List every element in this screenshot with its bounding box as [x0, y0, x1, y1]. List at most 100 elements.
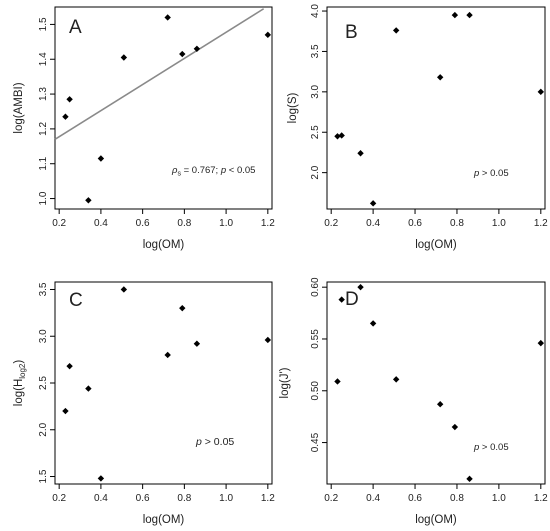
x-tick-label-c: 0.4: [94, 493, 108, 504]
data-point-d: [451, 423, 459, 431]
x-axis-label-d: log(OM): [415, 514, 457, 526]
x-axis-label-a: log(OM): [143, 239, 185, 251]
x-tick-label-b: 0.6: [408, 218, 422, 229]
p-symbol-a: p: [220, 165, 226, 176]
x-tick-label-b: 1.2: [534, 218, 548, 229]
y-axis-label-sub-c: log2: [18, 363, 27, 379]
data-point-b: [369, 200, 377, 207]
y-axis-label-c: log(Hlog2): [13, 360, 27, 407]
x-tick-label-d: 0.4: [366, 493, 380, 504]
x-axis-label-c: log(OM): [143, 514, 185, 526]
data-point-d: [436, 401, 444, 408]
data-point-b: [466, 11, 473, 19]
panel-letter-b: B: [345, 22, 358, 43]
y-tick-label-b: 2.0: [310, 165, 321, 179]
x-tick-label-a: 1.2: [261, 218, 275, 229]
data-point-a: [66, 96, 73, 103]
panel-letter-c: C: [69, 290, 83, 311]
plot-frame-a: [54, 6, 273, 210]
panel-d: 0.2 0.4 0.6 0.8 1.0 1.2 0.45 0.50 0.55 0.60 log(OM…: [279, 277, 548, 526]
data-point-b: [334, 133, 341, 140]
data-point-c: [179, 304, 186, 312]
data-point-d: [466, 475, 473, 483]
p-value-c: > 0.05: [202, 436, 235, 448]
x-tick-label-d: 0.8: [450, 493, 464, 504]
x-tick-label-a: 0.6: [136, 218, 150, 229]
data-point-d: [357, 283, 364, 291]
plot-frame-c: [54, 281, 273, 485]
y-tick-label-a: 1.0: [38, 191, 49, 205]
data-point-a: [164, 14, 171, 21]
panel-letter-a: A: [69, 17, 82, 38]
data-point-b: [338, 132, 345, 139]
y-tick-label-c: 2.5: [38, 376, 49, 390]
y-tick-label-b: 3.5: [310, 44, 321, 58]
data-point-a: [85, 197, 92, 204]
annotation-c: p > 0.05: [195, 436, 234, 448]
x-axis-label-b: log(OM): [415, 239, 457, 251]
data-point-c: [164, 351, 171, 359]
data-point-a: [62, 113, 69, 120]
x-tick-label-b: 0.2: [324, 218, 338, 229]
y-tick-label-c: 1.5: [38, 469, 49, 483]
y-axis-label-a: log(AMBI): [13, 82, 25, 133]
y-tick-label-a: 1.1: [38, 156, 49, 170]
x-tick-label-a: 0.4: [94, 218, 108, 229]
y-axis-label-d: log(J'): [279, 367, 291, 398]
y-tick-label-d: 0.50: [310, 381, 321, 401]
rho-value-a: = 0.767;: [181, 165, 221, 176]
data-point-c: [97, 475, 105, 482]
data-point-c: [66, 362, 73, 370]
x-tick-label-a: 0.8: [177, 218, 191, 229]
plot-frame-d: [326, 281, 546, 485]
x-tick-label-c: 1.2: [261, 493, 275, 504]
x-tick-label-d: 1.0: [492, 493, 506, 504]
x-tick-label-c: 0.8: [177, 493, 191, 504]
x-tick-label-c: 1.0: [219, 493, 233, 504]
y-tick-label-c: 3.5: [38, 282, 49, 296]
data-point-c: [85, 385, 92, 392]
x-tick-label-b: 1.0: [492, 218, 506, 229]
x-tick-label-a: 0.2: [52, 218, 66, 229]
p-symbol-c: p: [195, 436, 202, 448]
x-tick-label-b: 0.8: [450, 218, 464, 229]
data-point-d: [338, 296, 345, 303]
annotation-a: ρs = 0.767; p < 0.05: [171, 165, 255, 178]
y-tick-label-c: 3.0: [38, 329, 49, 343]
data-point-b: [537, 88, 545, 96]
y-tick-label-a: 1.4: [38, 52, 49, 66]
data-point-d: [537, 339, 545, 347]
data-point-a: [193, 45, 201, 52]
p-value-b: > 0.05: [479, 168, 508, 179]
x-tick-label-c: 0.2: [52, 493, 66, 504]
data-point-d: [369, 320, 377, 327]
p-value-d: > 0.05: [479, 442, 508, 453]
annotation-d: p > 0.05: [473, 442, 509, 453]
data-point-a: [97, 155, 105, 162]
panel-b: 0.2 0.4 0.6 0.8 1.0 1.2 2.0 2.5 3.0 3.5 4.0 log(OM)…: [287, 4, 548, 251]
data-point-a: [179, 50, 186, 58]
regression-line-a: [54, 8, 265, 141]
panel-letter-d: D: [345, 289, 359, 310]
data-point-c: [193, 340, 201, 347]
p-value-a: < 0.05: [226, 165, 255, 176]
y-tick-label-a: 1.3: [38, 87, 49, 101]
x-tick-label-d: 0.6: [408, 493, 422, 504]
data-point-d: [392, 376, 400, 383]
rho-subscript-a: s: [177, 171, 181, 178]
plot-frame-b: [326, 6, 546, 210]
y-tick-label-a: 1.2: [38, 122, 49, 136]
x-tick-label-b: 0.4: [366, 218, 380, 229]
panel-a: 0.2 0.4 0.6 0.8 1.0 1.2 1.0 1.1 1.2 1.3 1.4 1.5 log(…: [13, 6, 275, 251]
p-symbol-b: p: [473, 168, 479, 179]
panel-c: 0.2 0.4 0.6 0.8 1.0 1.2 1.5 2.0 2.5 3.0 3.5 log(OM)…: [13, 281, 275, 526]
data-point-b: [451, 11, 459, 19]
y-tick-label-d: 0.60: [310, 277, 321, 297]
data-point-a: [264, 31, 272, 39]
y-tick-label-b: 2.5: [310, 125, 321, 139]
data-point-c: [62, 407, 69, 415]
y-tick-label-d: 0.55: [310, 329, 321, 349]
data-point-d: [334, 378, 341, 385]
y-tick-label-b: 3.0: [310, 84, 321, 98]
